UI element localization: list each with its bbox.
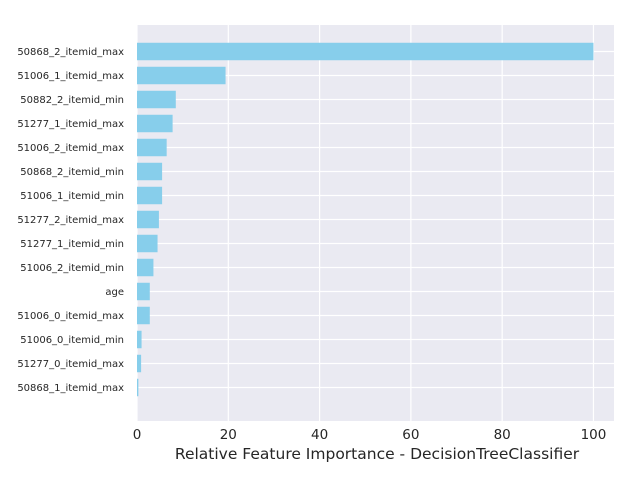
bar (137, 234, 158, 253)
bar (137, 354, 142, 373)
y-tick-label: 50868_2_itemid_max (17, 47, 124, 58)
x-tick-labels: 0 20 40 60 80 100 (133, 427, 607, 443)
x-tick-label: 80 (494, 427, 511, 443)
bar (137, 258, 154, 277)
y-tick-label: 51006_2_itemid_min (20, 263, 124, 274)
bar (137, 66, 226, 85)
plot-background (137, 25, 614, 421)
bar (137, 42, 594, 61)
y-tick-label: 50882_2_itemid_min (20, 95, 124, 106)
y-tick-label: 51006_2_itemid_max (17, 143, 124, 154)
bar (137, 378, 139, 397)
x-tick-label: 60 (402, 427, 419, 443)
y-tick-label: age (105, 287, 124, 298)
bar (137, 330, 142, 349)
y-tick-label: 51277_0_itemid_max (17, 359, 124, 370)
bar (137, 90, 176, 109)
y-gridlines (137, 50, 614, 389)
y-tick-label: 51006_0_itemid_min (20, 335, 124, 346)
bar (137, 162, 163, 181)
bar (137, 138, 167, 157)
x-axis-label: Relative Feature Importance - DecisionTr… (175, 445, 580, 463)
bar (137, 282, 150, 301)
y-tick-label: 51006_1_itemid_min (20, 191, 124, 202)
y-tick-labels: 50868_2_itemid_max 51006_1_itemid_max 5088… (17, 47, 124, 394)
x-tick-label: 20 (220, 427, 237, 443)
y-tick-label: 50868_2_itemid_min (20, 167, 124, 178)
x-tick-label: 0 (133, 427, 142, 443)
y-tick-label: 51277_2_itemid_max (17, 215, 124, 226)
bars (137, 42, 594, 397)
bar (137, 306, 150, 325)
bar (137, 210, 159, 229)
y-tick-label: 51277_1_itemid_max (17, 119, 124, 130)
bar (137, 114, 173, 133)
y-tick-label: 51006_1_itemid_max (17, 71, 124, 82)
y-tick-label: 51006_0_itemid_max (17, 311, 124, 322)
x-tick-label: 40 (311, 427, 328, 443)
x-tick-label: 100 (581, 427, 607, 443)
y-tick-label: 51277_1_itemid_min (20, 239, 124, 250)
y-tick-label: 50868_1_itemid_max (17, 383, 124, 394)
bar (137, 186, 163, 205)
